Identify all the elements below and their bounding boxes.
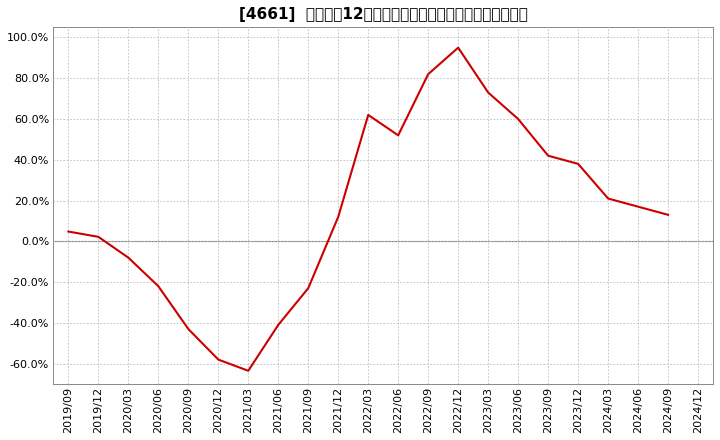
- Title: [4661]  売上高の12か月移動合計の対前年同期増減率の推移: [4661] 売上高の12か月移動合計の対前年同期増減率の推移: [239, 7, 528, 22]
